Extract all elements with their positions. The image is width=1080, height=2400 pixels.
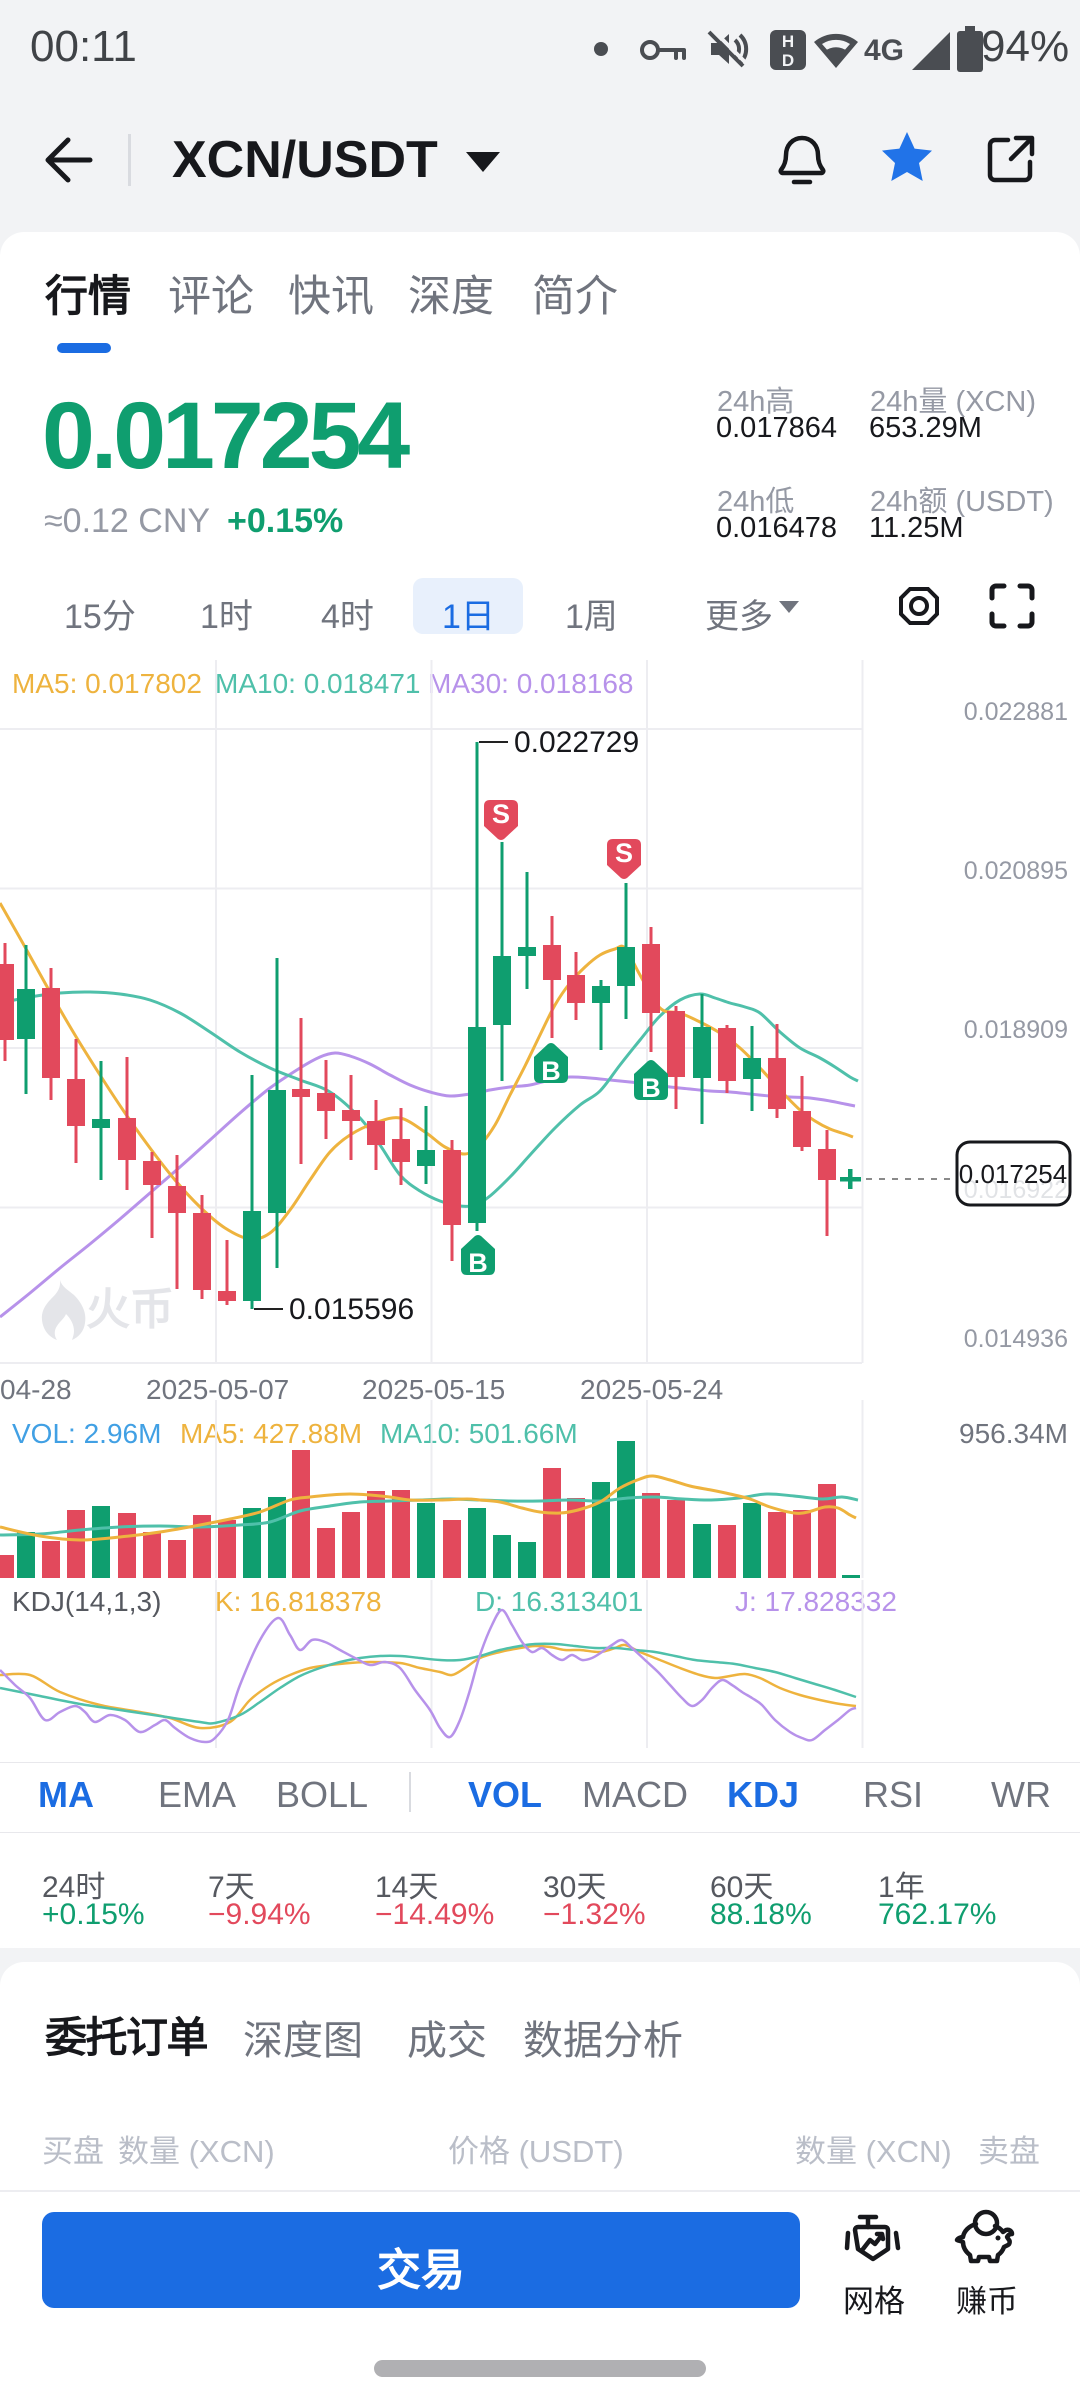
svg-text:S: S xyxy=(615,838,633,868)
svg-text:D: D xyxy=(782,51,794,70)
svg-text:H: H xyxy=(782,32,794,51)
svg-text:S: S xyxy=(492,799,510,829)
svg-text:B: B xyxy=(541,1056,561,1086)
svg-text:火币: 火币 xyxy=(86,1285,174,1334)
svg-text:B: B xyxy=(468,1248,488,1278)
svg-text:B: B xyxy=(641,1073,661,1103)
svg-text:0.017254: 0.017254 xyxy=(959,1159,1067,1189)
svg-text:0.015596: 0.015596 xyxy=(289,1293,414,1326)
svg-text:0.022729: 0.022729 xyxy=(514,726,639,759)
